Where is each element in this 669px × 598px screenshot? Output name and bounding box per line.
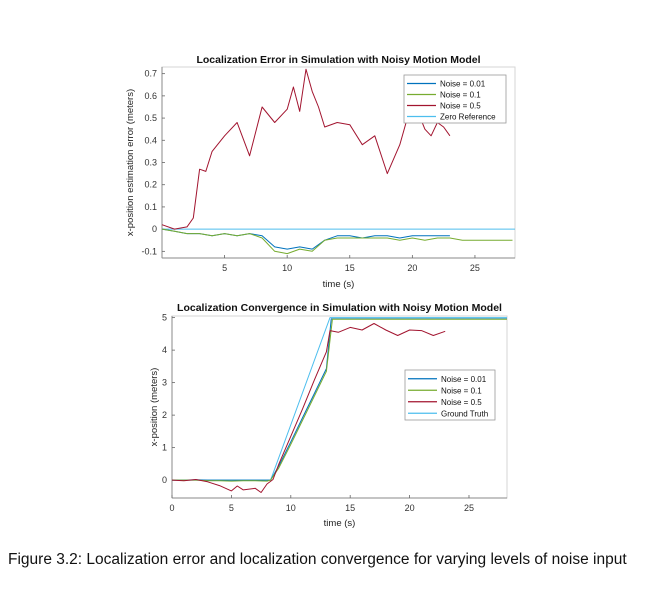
series-line-2 (161, 228, 513, 255)
series-line-3 (171, 323, 446, 493)
legend-label: Noise = 0.5 (441, 398, 482, 407)
y-tick-label: 0.2 (144, 180, 157, 190)
y-tick-label: 0.1 (144, 202, 157, 212)
x-tick-label: 25 (464, 503, 474, 513)
y-tick-label: 1 (162, 443, 167, 453)
y-tick-label: 4 (162, 345, 167, 355)
y-tick-label: 3 (162, 378, 167, 388)
x-tick-label: 10 (286, 503, 296, 513)
legend-label: Noise = 0.1 (440, 91, 481, 100)
y-tick-label: 0 (152, 224, 157, 234)
x-tick-label: 10 (282, 263, 292, 273)
legend-label: Zero Reference (440, 113, 496, 122)
x-tick-label: 25 (470, 263, 480, 273)
legend-label: Noise = 0.5 (440, 102, 481, 111)
series-line-2 (172, 318, 507, 482)
x-tick-label: 5 (222, 263, 227, 273)
chart-localization-convergence: Localization Convergence in Simulation w… (149, 302, 508, 529)
legend-label: Ground Truth (441, 409, 488, 418)
y-tick-label: 0.7 (144, 69, 157, 79)
x-tick-label: 0 (169, 503, 174, 513)
x-tick-label: 5 (229, 503, 234, 513)
chart-localization-error: Localization Error in Simulation with No… (125, 54, 516, 290)
x-axis-label: time (s) (323, 279, 355, 290)
y-axis-label: x-position estimation error (meters) (125, 89, 136, 236)
y-tick-label: 0 (162, 475, 167, 485)
y-tick-label: -0.1 (141, 246, 157, 256)
figure-caption: Figure 3.2: Localization error and local… (8, 551, 627, 568)
chart-title: Localization Convergence in Simulation w… (177, 302, 502, 314)
chart-title: Localization Error in Simulation with No… (196, 54, 480, 66)
x-tick-label: 20 (407, 263, 417, 273)
legend-label: Noise = 0.01 (440, 80, 486, 89)
y-tick-label: 2 (162, 410, 167, 420)
y-axis-label: x-position (meters) (149, 368, 160, 447)
y-tick-label: 0.5 (144, 113, 157, 123)
legend-label: Noise = 0.01 (441, 375, 487, 384)
legend-label: Noise = 0.1 (441, 386, 482, 395)
y-tick-label: 5 (162, 313, 167, 323)
y-tick-label: 0.6 (144, 91, 157, 101)
legend: Noise = 0.01 Noise = 0.1 Noise = 0.5 Ground… (404, 369, 496, 421)
x-axis-label: time (s) (324, 518, 356, 529)
y-tick-label: 0.4 (144, 135, 157, 145)
x-tick-label: 15 (345, 503, 355, 513)
legend: Noise = 0.01 Noise = 0.1 Noise = 0.5 Zero R… (403, 74, 507, 124)
y-tick-label: 0.3 (144, 158, 157, 168)
x-tick-label: 20 (405, 503, 415, 513)
x-tick-label: 15 (345, 263, 355, 273)
